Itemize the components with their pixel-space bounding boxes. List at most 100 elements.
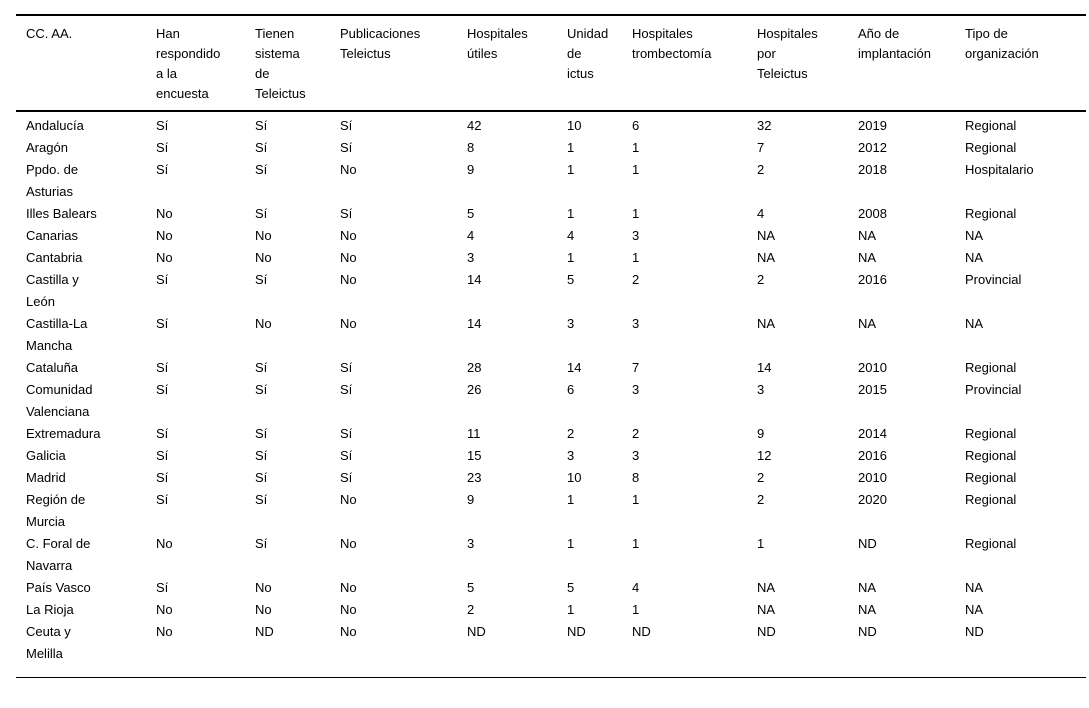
value-cell: ND xyxy=(858,536,877,551)
value-cell: Sí xyxy=(255,360,268,375)
value-cell: 11 xyxy=(467,426,481,441)
value-cell: No xyxy=(340,228,357,243)
value-cell: Sí xyxy=(156,426,169,441)
region-name-cell: Madrid xyxy=(26,470,66,485)
value-cell: 2 xyxy=(632,272,640,287)
column-header: CC. AA. xyxy=(16,15,146,112)
table-row: Comunidad Valenciana Sí Sí Sí 26 6 3 3 2015 Provi… xyxy=(16,379,1086,423)
value-cell: Sí xyxy=(156,448,169,463)
value-cell: 1 xyxy=(567,602,575,617)
value-cell: Sí xyxy=(156,118,169,133)
value-cell: No xyxy=(255,602,272,617)
value-cell: No xyxy=(340,602,357,617)
value-cell: Regional xyxy=(965,206,1017,221)
value-cell: Regional xyxy=(965,448,1017,463)
table-row: Ceuta y Melilla No ND No ND ND ND ND ND ND xyxy=(16,621,1086,678)
value-cell: No xyxy=(156,624,173,639)
value-cell: No xyxy=(340,162,357,177)
value-cell: 5 xyxy=(467,206,475,221)
value-cell: NA xyxy=(965,580,984,595)
table-row: Cataluña Sí Sí Sí 28 14 7 14 2010 Regional xyxy=(16,357,1086,379)
value-cell: Sí xyxy=(255,382,268,397)
value-cell: 2 xyxy=(567,426,575,441)
value-cell: NA xyxy=(858,580,877,595)
value-cell: 3 xyxy=(632,448,640,463)
value-cell: 3 xyxy=(567,448,575,463)
table-row: Ppdo. de Asturias Sí Sí No 9 1 1 2 2018 Hospitala… xyxy=(16,159,1086,203)
value-cell: Sí xyxy=(255,470,268,485)
table-row: Galicia Sí Sí Sí 15 3 3 12 2016 Regional xyxy=(16,445,1086,467)
value-cell: NA xyxy=(757,316,776,331)
value-cell: No xyxy=(156,228,173,243)
value-cell: 23 xyxy=(467,470,482,485)
value-cell: Regional xyxy=(965,426,1017,441)
value-cell: 3 xyxy=(632,316,640,331)
value-cell: No xyxy=(340,316,357,331)
region-name-cell: Galicia xyxy=(26,448,66,463)
value-cell: 8 xyxy=(632,470,640,485)
value-cell: 1 xyxy=(567,536,575,551)
value-cell: Regional xyxy=(965,360,1017,375)
value-cell: 28 xyxy=(467,360,482,375)
value-cell: 32 xyxy=(757,118,772,133)
value-cell: NA xyxy=(757,228,776,243)
value-cell: No xyxy=(340,536,357,551)
table-row: Madrid Sí Sí Sí 23 10 8 2 2010 Regional xyxy=(16,467,1086,489)
value-cell: 3 xyxy=(632,228,640,243)
value-cell: 2012 xyxy=(858,140,887,155)
column-header: Unidad de ictus xyxy=(557,15,622,112)
value-cell: Sí xyxy=(156,382,169,397)
value-cell: 2016 xyxy=(858,272,887,287)
value-cell: 2 xyxy=(757,470,765,485)
value-cell: 2019 xyxy=(858,118,887,133)
column-header: Publicaciones Teleictus xyxy=(330,15,457,112)
value-cell: Sí xyxy=(340,426,353,441)
value-cell: No xyxy=(156,602,173,617)
value-cell: Regional xyxy=(965,536,1017,551)
value-cell: Sí xyxy=(255,272,268,287)
value-cell: NA xyxy=(757,250,776,265)
column-header: Hospitales útiles xyxy=(457,15,557,112)
value-cell: NA xyxy=(858,228,877,243)
value-cell: 4 xyxy=(467,228,475,243)
column-header: Hospitales trombectomía xyxy=(622,15,747,112)
value-cell: Sí xyxy=(255,448,268,463)
value-cell: ND xyxy=(632,624,651,639)
value-cell: 1 xyxy=(632,250,640,265)
value-cell: 5 xyxy=(567,272,575,287)
value-cell: Sí xyxy=(255,536,268,551)
value-cell: NA xyxy=(965,316,984,331)
table-row: Extremadura Sí Sí Sí 11 2 2 9 2014 Regional xyxy=(16,423,1086,445)
value-cell: Sí xyxy=(340,206,353,221)
value-cell: NA xyxy=(858,316,877,331)
region-name-cell: Castilla-La Mancha xyxy=(26,316,88,353)
table-row: Castilla y León Sí Sí No 14 5 2 2 2016 Provincial xyxy=(16,269,1086,313)
value-cell: NA xyxy=(858,602,877,617)
header-row: CC. AA. Han respondido a la encuesta Tiene… xyxy=(16,15,1086,112)
value-cell: 7 xyxy=(632,360,640,375)
table-row: Andalucía Sí Sí Sí 42 10 6 32 2019 Regional xyxy=(16,111,1086,137)
region-name-cell: Ceuta y Melilla xyxy=(26,624,71,661)
table-row: Canarias No No No 4 4 3 NA NA NA xyxy=(16,225,1086,247)
value-cell: No xyxy=(255,250,272,265)
value-cell: 3 xyxy=(632,382,640,397)
value-cell: 1 xyxy=(567,492,575,507)
value-cell: NA xyxy=(757,602,776,617)
region-name-cell: Extremadura xyxy=(26,426,101,441)
value-cell: Sí xyxy=(156,272,169,287)
region-name-cell: País Vasco xyxy=(26,580,91,595)
value-cell: 2020 xyxy=(858,492,887,507)
value-cell: Regional xyxy=(965,470,1017,485)
value-cell: Sí xyxy=(340,360,353,375)
column-header: Han respondido a la encuesta xyxy=(146,15,245,112)
teleictus-summary-table: CC. AA. Han respondido a la encuesta Tiene… xyxy=(16,14,1086,678)
value-cell: No xyxy=(255,316,272,331)
value-cell: 4 xyxy=(567,228,575,243)
value-cell: Sí xyxy=(340,382,353,397)
table-body: Andalucía Sí Sí Sí 42 10 6 32 2019 Regional Aragón… xyxy=(16,111,1086,678)
value-cell: Sí xyxy=(255,492,268,507)
region-name-cell: Cantabria xyxy=(26,250,83,265)
column-header: Hospitales por Teleictus xyxy=(747,15,848,112)
value-cell: 4 xyxy=(632,580,640,595)
value-cell: ND xyxy=(757,624,776,639)
